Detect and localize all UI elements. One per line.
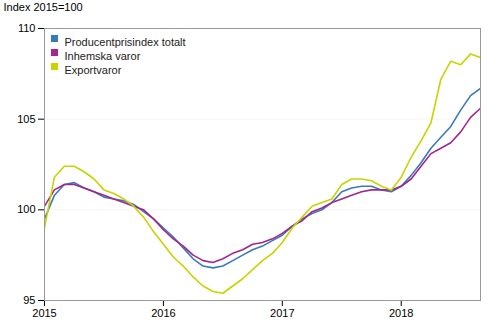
svg-text:105: 105 [17, 113, 35, 125]
svg-text:Producentprisindex totalt: Producentprisindex totalt [65, 36, 186, 48]
svg-text:2018: 2018 [389, 307, 413, 319]
svg-text:2017: 2017 [270, 307, 294, 319]
svg-text:Exportvaror: Exportvaror [65, 64, 122, 76]
svg-text:95: 95 [23, 294, 35, 306]
svg-text:2016: 2016 [151, 307, 175, 319]
svg-text:100: 100 [17, 203, 35, 215]
svg-text:Index 2015=100: Index 2015=100 [4, 1, 83, 13]
svg-text:2015: 2015 [32, 307, 56, 319]
svg-text:110: 110 [18, 22, 36, 34]
svg-text:Inhemska varor: Inhemska varor [65, 50, 141, 62]
